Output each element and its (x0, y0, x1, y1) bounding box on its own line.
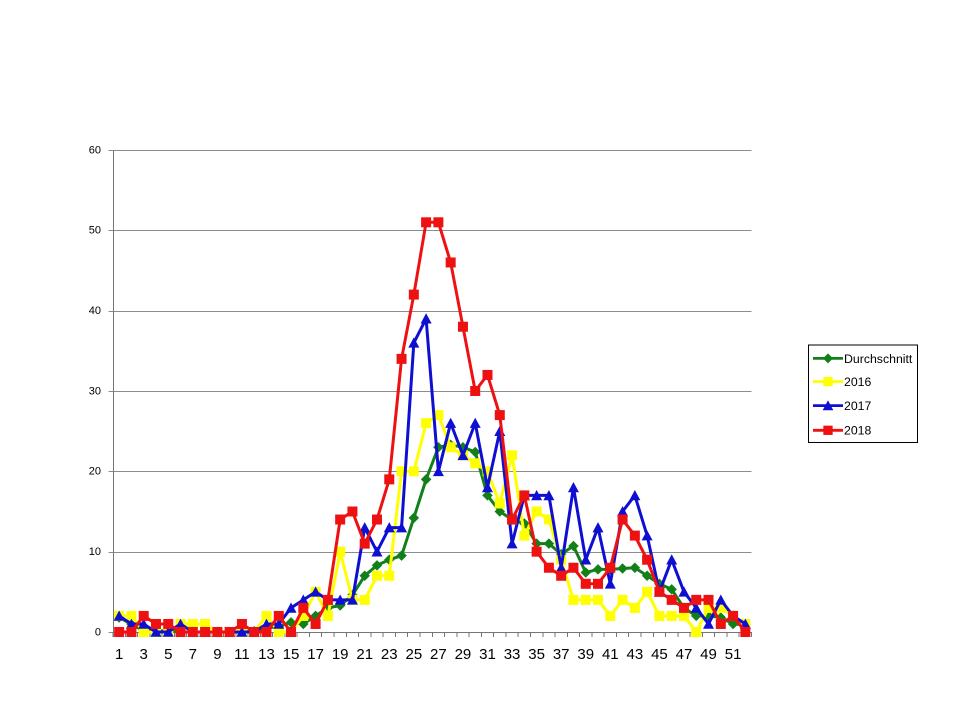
svg-text:33: 33 (504, 646, 521, 663)
svg-text:35: 35 (528, 646, 545, 663)
svg-text:37: 37 (553, 646, 570, 663)
svg-text:41: 41 (602, 646, 619, 663)
svg-text:Durchschnitt: Durchschnitt (844, 352, 913, 366)
svg-text:15: 15 (283, 646, 300, 663)
svg-text:10: 10 (89, 546, 101, 558)
svg-text:17: 17 (307, 646, 324, 663)
svg-text:39: 39 (577, 646, 594, 663)
svg-text:13: 13 (258, 646, 275, 663)
svg-text:31: 31 (479, 646, 496, 663)
svg-text:25: 25 (405, 646, 422, 663)
svg-text:19: 19 (332, 646, 349, 663)
svg-text:29: 29 (455, 646, 472, 663)
svg-text:30: 30 (89, 385, 101, 397)
svg-text:40: 40 (89, 305, 101, 317)
svg-text:3: 3 (140, 646, 148, 663)
svg-text:47: 47 (676, 646, 693, 663)
svg-text:21: 21 (356, 646, 373, 663)
svg-text:0: 0 (95, 626, 101, 638)
svg-text:2017: 2017 (844, 399, 872, 413)
svg-text:23: 23 (381, 646, 398, 663)
svg-text:5: 5 (164, 646, 172, 663)
svg-text:9: 9 (213, 646, 221, 663)
svg-text:60: 60 (89, 144, 101, 156)
svg-text:45: 45 (651, 646, 668, 663)
svg-text:2018: 2018 (844, 424, 872, 438)
svg-text:43: 43 (627, 646, 644, 663)
svg-text:50: 50 (89, 225, 101, 237)
svg-text:1: 1 (115, 646, 123, 663)
svg-text:20: 20 (89, 466, 101, 478)
svg-text:49: 49 (700, 646, 717, 663)
svg-text:27: 27 (430, 646, 447, 663)
svg-text:2016: 2016 (844, 375, 872, 389)
svg-text:51: 51 (725, 646, 742, 663)
svg-text:11: 11 (234, 646, 250, 663)
svg-text:7: 7 (189, 646, 197, 663)
